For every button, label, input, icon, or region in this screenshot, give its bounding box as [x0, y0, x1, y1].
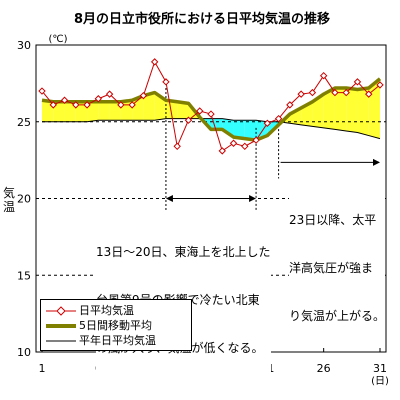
daily-point [94, 95, 103, 103]
daily-point [252, 136, 260, 144]
legend-label: 平年日平均気温 [79, 334, 156, 347]
y-unit-label: (℃) [48, 34, 67, 45]
daily-point [139, 91, 148, 100]
y-tick-label: 25 [17, 116, 31, 129]
arrow-head [373, 158, 380, 166]
y-axis-label: 気温 [3, 186, 16, 214]
daily-point [308, 88, 317, 97]
daily-point [83, 101, 91, 109]
fill-segment [64, 101, 76, 122]
daily-point [331, 88, 339, 97]
daily-point [353, 78, 362, 86]
legend-label: 5日間移動平均 [79, 319, 152, 332]
daily-point [342, 88, 350, 97]
daily-point [72, 101, 80, 109]
annotation-line: 13日～20日、東海上を北上した [96, 245, 271, 259]
fill-segment [143, 92, 155, 121]
daily-point [274, 114, 283, 123]
y-tick-label: 30 [17, 39, 31, 52]
fill-segment [323, 87, 335, 130]
daily-point [241, 142, 249, 151]
legend-item-moving-average: 5日間移動平均 [41, 318, 191, 334]
daily-point [376, 81, 384, 89]
fill-segment [98, 101, 110, 121]
daily-point [60, 96, 69, 104]
x-unit-label: (日) [371, 376, 389, 387]
daily-point [319, 71, 328, 80]
daily-point [117, 101, 125, 109]
daily-point [49, 101, 57, 109]
fill-segment [346, 87, 358, 133]
daily-point [105, 90, 114, 98]
fill-segment [87, 101, 99, 122]
y-tick-label: 20 [17, 193, 31, 206]
fill-segment [75, 101, 88, 122]
y-tick-label: 10 [17, 346, 31, 359]
legend-item-daily: 日平均気温 [41, 303, 191, 319]
series-line-normal [42, 118, 381, 140]
daily-point [196, 107, 204, 115]
annotation-line: 23日以降、太平 [289, 213, 377, 227]
chart-title: 8月の日立市役所における日平均気温の推移 [74, 11, 330, 27]
daily-point [184, 116, 193, 124]
daily-point [38, 87, 46, 95]
chart-legend: 日平均気温 5日間移動平均 平年日平均気温 [40, 299, 192, 351]
fill-segment [165, 100, 178, 119]
legend-swatch-moving-average [46, 324, 76, 328]
arrow-head [249, 195, 257, 202]
fill-segment [357, 87, 369, 136]
legend-swatch-normal [46, 340, 76, 342]
daily-point [128, 101, 136, 109]
x-tick-label: 1 [39, 362, 46, 375]
daily-point [162, 78, 170, 86]
fill-segment [289, 107, 302, 125]
daily-point [207, 110, 215, 118]
fill-segment [177, 101, 189, 119]
daily-point [263, 119, 272, 127]
daily-point [229, 139, 238, 147]
fill-segment [222, 118, 234, 138]
fill-segment [244, 120, 257, 141]
fill-segment [132, 95, 144, 121]
fill-segment [53, 101, 65, 122]
daily-point [150, 58, 159, 66]
x-tick-label: 26 [317, 362, 331, 375]
fill-segment [211, 118, 223, 130]
fill-segment [233, 120, 245, 139]
legend-item-normal: 平年日平均気温 [41, 333, 191, 349]
daily-point [286, 101, 294, 109]
daily-point [365, 90, 373, 98]
arrow-head [165, 195, 173, 202]
daily-point [218, 147, 226, 155]
x-tick-label: 31 [373, 362, 387, 375]
daily-point [173, 142, 181, 151]
y-tick-label: 15 [17, 269, 31, 282]
fill-segment [334, 87, 347, 131]
annotation-line: り気温が上がる。 [289, 309, 386, 323]
high-pressure-annotation: 23日以降、太平 洋高気圧が強ま り気温が上がる。 [289, 180, 386, 340]
fill-segment [109, 101, 121, 121]
legend-label: 日平均気温 [79, 304, 134, 317]
daily-point [297, 90, 305, 98]
annotation-line: 洋高気圧が強ま [289, 261, 374, 275]
legend-swatch-daily [46, 306, 76, 316]
fill-segment [312, 94, 324, 128]
